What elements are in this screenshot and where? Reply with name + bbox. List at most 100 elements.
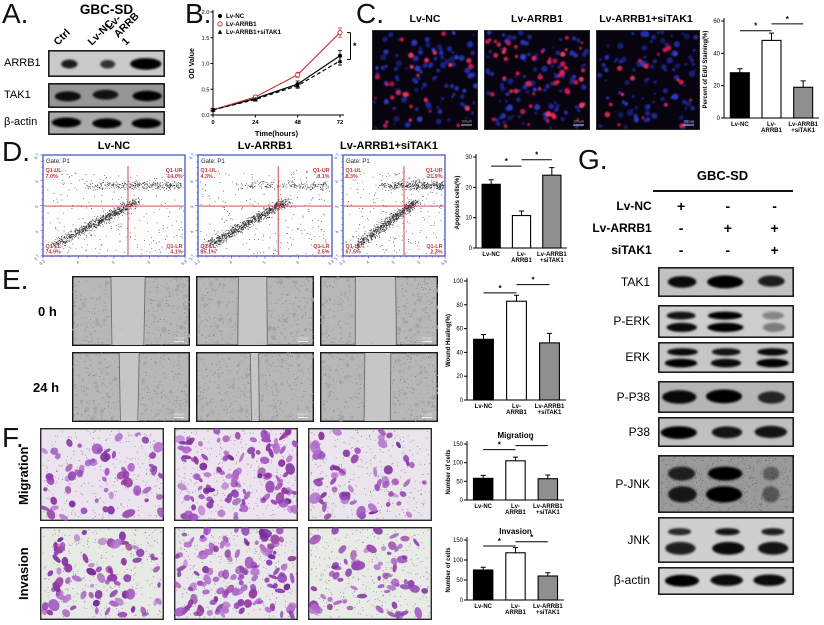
gblot-label-erk: ERK bbox=[625, 350, 650, 364]
svg-text:Gate: P1: Gate: P1 bbox=[346, 159, 370, 165]
condition-lvarrb1-lane2: + bbox=[723, 220, 732, 236]
svg-text:6.7: 6.7 bbox=[333, 153, 341, 160]
edu-fluorescence-image-2: 100 μm bbox=[484, 30, 590, 130]
svg-text:3.3: 3.3 bbox=[193, 258, 201, 266]
gblot-jnk bbox=[658, 517, 794, 563]
svg-text:72: 72 bbox=[337, 120, 343, 126]
svg-text:4.3%: 4.3% bbox=[201, 174, 213, 180]
svg-text:Apoptosis cells(%): Apoptosis cells(%) bbox=[455, 176, 461, 230]
svg-text:8.3%: 8.3% bbox=[346, 174, 358, 180]
svg-text:10: 10 bbox=[465, 216, 472, 222]
svg-text:60: 60 bbox=[713, 19, 720, 25]
svg-text:Q1-LR: Q1-LR bbox=[313, 244, 329, 250]
svg-text:6.8: 6.8 bbox=[327, 258, 335, 266]
gblot-label-jnk: JNK bbox=[627, 533, 650, 547]
wound-image-24h-2: 100 μm bbox=[196, 352, 314, 422]
svg-text:3.3: 3.3 bbox=[38, 258, 46, 266]
svg-text:Lv-ARRB1+siTAK1: Lv-ARRB1+siTAK1 bbox=[533, 504, 563, 516]
svg-text:5: 5 bbox=[391, 259, 397, 265]
lane-label-ctrl: Ctrl bbox=[51, 26, 73, 48]
gblot-label-pjnk: P-JNK bbox=[615, 477, 650, 491]
svg-text:100 μm: 100 μm bbox=[173, 337, 184, 341]
panel-g-title: GBC-SD bbox=[696, 168, 749, 183]
svg-text:85.1%: 85.1% bbox=[201, 250, 216, 256]
condition-lvnc-lane3: - bbox=[772, 198, 777, 214]
svg-text:150: 150 bbox=[453, 538, 464, 544]
svg-text:3.7: 3.7 bbox=[33, 253, 41, 261]
transwell-row-label-invasion: Invasion bbox=[16, 547, 31, 601]
svg-text:Gate: P1: Gate: P1 bbox=[201, 159, 225, 165]
svg-text:4: 4 bbox=[365, 259, 371, 265]
panel-e-label: E. bbox=[2, 264, 29, 295]
svg-text:4.1%: 4.1% bbox=[170, 250, 182, 256]
svg-text:3.3: 3.3 bbox=[338, 258, 346, 266]
svg-text:Lv-NC: Lv-NC bbox=[475, 404, 493, 410]
svg-text:100 μm: 100 μm bbox=[173, 413, 184, 417]
svg-text:Lv-ARRB1+siTAK1: Lv-ARRB1+siTAK1 bbox=[533, 604, 563, 616]
blot-label-arrb1: ARRB1 bbox=[4, 57, 41, 69]
svg-text:Lv-ARRB1+siTAK1: Lv-ARRB1+siTAK1 bbox=[788, 122, 818, 134]
svg-text:50: 50 bbox=[456, 578, 463, 584]
gblot-erk bbox=[658, 342, 794, 373]
svg-text:6: 6 bbox=[34, 179, 40, 184]
svg-text:100 μm: 100 μm bbox=[461, 120, 472, 124]
blot-label-bactin: β-actin bbox=[4, 116, 38, 128]
svg-text:*: * bbox=[498, 284, 502, 293]
svg-text:6: 6 bbox=[416, 259, 422, 265]
svg-text:74.9%: 74.9% bbox=[46, 250, 61, 256]
svg-text:*: * bbox=[530, 533, 534, 542]
svg-text:30: 30 bbox=[465, 155, 472, 161]
svg-text:Q1-LL: Q1-LL bbox=[201, 244, 217, 250]
panel-g-title-underline bbox=[653, 190, 793, 192]
svg-text:40: 40 bbox=[456, 350, 463, 356]
svg-text:Q1-UL: Q1-UL bbox=[201, 168, 218, 174]
svg-text:48: 48 bbox=[294, 120, 301, 126]
svg-text:8.1%: 8.1% bbox=[317, 174, 329, 180]
svg-text:Q1-UL: Q1-UL bbox=[346, 168, 363, 174]
svg-text:5: 5 bbox=[189, 204, 195, 209]
edu-fluorescence-image-3: 100 μm bbox=[596, 30, 700, 130]
svg-text:0: 0 bbox=[460, 398, 464, 404]
svg-text:Lv-ARRB1: Lv-ARRB1 bbox=[505, 504, 526, 516]
condition-row-lvarrb1: Lv-ARRB1 - + + bbox=[588, 219, 798, 237]
svg-text:67.5%: 67.5% bbox=[346, 250, 361, 256]
svg-text:100 μm: 100 μm bbox=[297, 337, 308, 341]
svg-text:100 μm: 100 μm bbox=[421, 337, 432, 341]
blot-label-tak1: TAK1 bbox=[4, 89, 31, 101]
svg-text:*: * bbox=[531, 276, 535, 285]
svg-text:3.7: 3.7 bbox=[333, 253, 341, 261]
svg-text:Migration: Migration bbox=[498, 431, 534, 440]
edu-image-title-3: Lv-ARRB1+siTAK1 bbox=[599, 13, 693, 25]
gblot-tak1 bbox=[658, 267, 794, 297]
apoptosis-bar-chart: 0 10 20 30 Apoptosis cells(%) * * Lv-NC Lv-ARRB1… bbox=[455, 151, 567, 264]
svg-text:*: * bbox=[353, 41, 357, 51]
svg-text:6.7: 6.7 bbox=[33, 153, 41, 160]
svg-text:Lv-ARRB1: Lv-ARRB1 bbox=[761, 122, 782, 134]
invasion-image-2 bbox=[174, 527, 298, 620]
svg-text:40: 40 bbox=[713, 51, 720, 57]
svg-text:Time(hours): Time(hours) bbox=[255, 129, 299, 138]
gblot-label-bactin: β-actin bbox=[613, 573, 650, 587]
svg-text:6: 6 bbox=[295, 259, 301, 265]
panel-f-label: F. bbox=[2, 422, 24, 453]
edu-image-title-1: Lv-NC bbox=[409, 13, 441, 25]
svg-text:Lv-ARRB1+siTAK1: Lv-ARRB1+siTAK1 bbox=[537, 252, 567, 264]
svg-text:Lv-ARRB1+siTAK1: Lv-ARRB1+siTAK1 bbox=[535, 404, 565, 416]
gblot-perk bbox=[658, 305, 794, 338]
svg-text:*: * bbox=[754, 22, 758, 31]
svg-text:100 μm: 100 μm bbox=[297, 413, 308, 417]
svg-text:Q1-UR: Q1-UR bbox=[166, 168, 183, 174]
western-blot-arrb1 bbox=[48, 50, 165, 77]
svg-text:Lv-NC: Lv-NC bbox=[226, 13, 245, 20]
wound-row-label-24h: 24 h bbox=[33, 380, 60, 395]
svg-text:100: 100 bbox=[453, 558, 464, 564]
wound-image-0h-3: 100 μm bbox=[320, 276, 438, 346]
svg-text:7.0%: 7.0% bbox=[46, 174, 58, 180]
invasion-image-1 bbox=[40, 527, 164, 620]
svg-text:OD Value: OD Value bbox=[189, 48, 196, 79]
condition-lvnc-lane2: - bbox=[725, 198, 731, 214]
svg-text:21.9%: 21.9% bbox=[427, 174, 442, 180]
svg-text:4: 4 bbox=[228, 259, 234, 265]
